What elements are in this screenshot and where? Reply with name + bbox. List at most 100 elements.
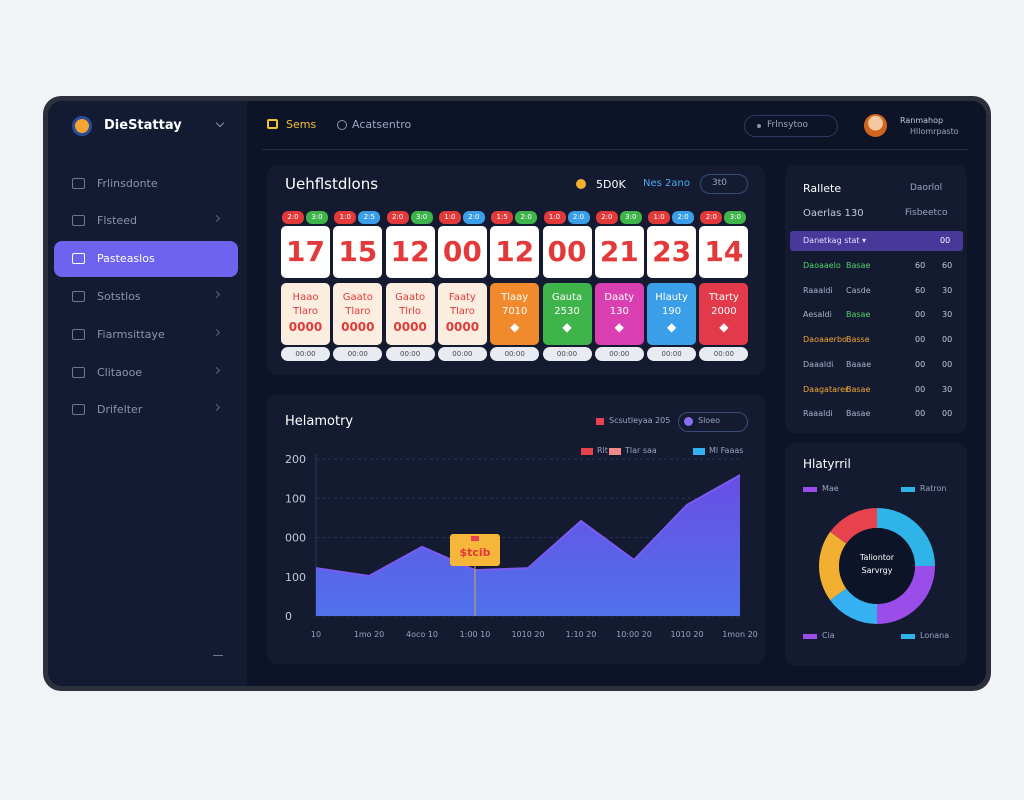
day-number[interactable]: 17 xyxy=(281,226,330,278)
y-tick-label: 100 xyxy=(285,571,306,584)
event-text: 190 xyxy=(662,306,682,317)
legend-text: Tlar saa xyxy=(625,446,657,455)
tag: 3:0 xyxy=(619,211,642,224)
event-tile[interactable] xyxy=(699,283,749,345)
selected-row[interactable] xyxy=(790,231,963,251)
row-name[interactable]: Daaaldi xyxy=(803,359,834,369)
x-tick-label: 1mon 20 xyxy=(722,630,758,639)
day-number[interactable]: 12 xyxy=(385,226,435,278)
sidebar-item[interactable]: Sotstlos xyxy=(97,290,141,303)
event-tile[interactable] xyxy=(385,283,435,345)
toggle[interactable] xyxy=(678,412,748,432)
donut-center-text: Sarvrgy xyxy=(862,566,893,575)
legend-text: Ratron xyxy=(920,484,947,493)
event-text: ◆ xyxy=(719,320,729,334)
sidebar-item[interactable]: Clitaooe xyxy=(97,366,143,379)
sidebar-item[interactable]: Fiarmsittaye xyxy=(97,328,165,341)
row-name[interactable]: Raaaldi xyxy=(803,285,833,295)
tag: 3:0 xyxy=(724,211,747,224)
time-pill: 00:00 xyxy=(490,347,540,361)
x-tick-label: 10 xyxy=(311,630,321,639)
sidebar-item[interactable]: Flsteed xyxy=(97,214,137,227)
event-text: Tlaro xyxy=(292,306,319,317)
row-detail: Basae xyxy=(846,384,871,394)
status-dot xyxy=(576,179,586,189)
event-text: Gauta xyxy=(551,292,583,303)
time-pill: 00:00 xyxy=(542,347,592,361)
search-box[interactable] xyxy=(744,115,838,137)
row-name[interactable]: Aesaldi xyxy=(803,310,832,320)
nav-tab[interactable]: Sems xyxy=(286,118,317,131)
panel-title: Hlatyrril xyxy=(803,457,851,471)
day-number[interactable]: 12 xyxy=(490,226,540,278)
user-role: Hllomrpasto xyxy=(910,127,959,136)
event-text: Tlaro xyxy=(345,306,371,317)
row-detail: Casde xyxy=(846,285,871,295)
tag: 1:0 xyxy=(543,211,566,224)
x-tick-label: 1010 20 xyxy=(670,630,703,639)
avatar[interactable] xyxy=(864,114,887,137)
results-panel xyxy=(785,165,967,433)
event-tile[interactable] xyxy=(647,283,697,345)
row-detail: Basae xyxy=(846,261,871,270)
search-text: Frlnsytoo xyxy=(767,120,808,130)
day-number[interactable]: 14 xyxy=(699,226,749,278)
x-tick-label: 10:00 20 xyxy=(616,630,652,639)
event-tile[interactable] xyxy=(490,283,540,345)
time-pill: 00:00 xyxy=(333,347,383,361)
event-tile[interactable] xyxy=(542,283,592,345)
row-value: 00 xyxy=(942,335,953,345)
event-tile[interactable] xyxy=(281,283,330,345)
y-tick-label: 0 xyxy=(285,610,292,623)
toggle[interactable] xyxy=(700,174,748,194)
sidebar-icon xyxy=(72,178,85,189)
sidebar-item[interactable]: Drifelter xyxy=(97,403,143,416)
day-number[interactable]: 15 xyxy=(333,226,383,278)
nav-tab[interactable]: Acatsentro xyxy=(352,118,412,131)
tag: 2:0 xyxy=(515,211,538,224)
toggle-dot xyxy=(684,417,693,426)
time-pill: 00:00 xyxy=(385,347,435,361)
event-text: 7010 xyxy=(501,306,528,317)
legend-swatch xyxy=(803,487,817,492)
event-text: Tlrlo xyxy=(399,306,422,317)
event-tile[interactable] xyxy=(333,283,383,345)
event-tile[interactable] xyxy=(437,283,487,345)
panel-title: Uehflstdlons xyxy=(285,175,379,193)
sidebar-icon xyxy=(72,253,85,264)
row-name[interactable]: Daoaaelo xyxy=(803,261,841,270)
event-tile[interactable] xyxy=(594,283,644,345)
sidebar-item[interactable]: Frlinsdonte xyxy=(97,177,158,190)
tag: 2:0 xyxy=(282,211,304,224)
donut-center-text: Taliontor xyxy=(859,553,895,562)
day-number[interactable]: 00 xyxy=(542,226,592,278)
day-number[interactable]: 23 xyxy=(647,226,697,278)
legend-swatch xyxy=(609,448,621,455)
sidebar-icon xyxy=(72,291,85,302)
day-number[interactable]: 21 xyxy=(594,226,644,278)
sidebar-item[interactable]: Pasteaslos xyxy=(97,252,155,265)
toggle-text: 3t0 xyxy=(712,178,727,188)
x-tick-label: 1mo 20 xyxy=(354,630,385,639)
event-text: ◆ xyxy=(510,320,520,334)
tag: 3:0 xyxy=(306,211,328,224)
donut-segment xyxy=(830,588,877,624)
row-text: Danetkag stat ▾ xyxy=(803,236,867,245)
day-number[interactable]: 00 xyxy=(437,226,487,278)
row-detail: Basae xyxy=(846,310,871,320)
annotation-tab xyxy=(471,536,479,541)
row-name[interactable]: Daagatarer xyxy=(803,384,849,394)
row-name[interactable]: Raaaldi xyxy=(803,409,833,419)
donut-hole xyxy=(839,528,915,604)
row-name[interactable]: Daoaaerbo xyxy=(803,335,847,345)
area xyxy=(316,475,740,616)
status-text: 5D0K xyxy=(596,178,626,191)
filter-text[interactable]: Nes 2ano xyxy=(643,178,690,189)
tag: 3:0 xyxy=(410,211,433,224)
row-value: 60 xyxy=(915,285,926,295)
panel-title: Rallete xyxy=(803,182,842,195)
event-text: Hlauty xyxy=(655,292,688,303)
nav-icon xyxy=(337,120,347,130)
